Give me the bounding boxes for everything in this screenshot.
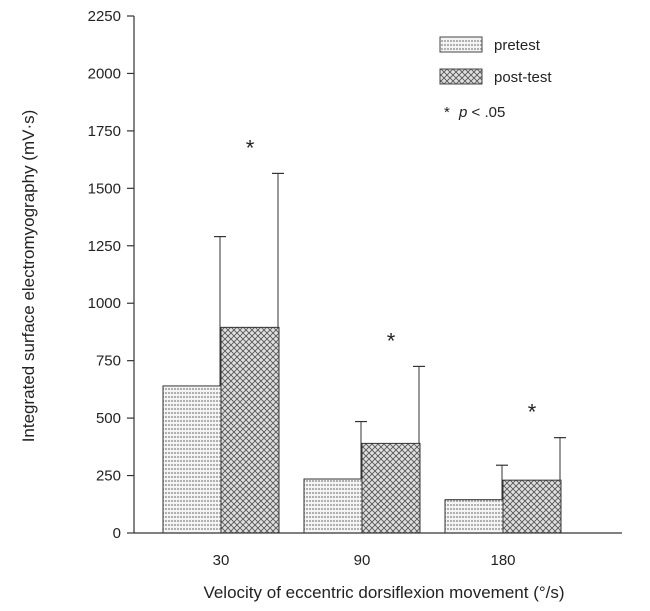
x-tick-label: 90 (354, 552, 371, 569)
bar-pretest-30 (162, 385, 222, 534)
legend-label-post-test: post-test (494, 69, 552, 86)
y-tick-label: 250 (96, 468, 121, 485)
x-axis-tick-labels: 30 90 180 (213, 552, 516, 569)
bar-pretest-90 (303, 478, 363, 534)
significance-star-90: * (387, 328, 396, 353)
y-axis-title: Integrated surface electromyography (mV·… (19, 110, 38, 443)
y-tick-label: 750 (96, 353, 121, 370)
bars-group (162, 326, 562, 534)
legend-label-pretest: pretest (494, 37, 541, 54)
y-tick-label: 0 (113, 525, 121, 542)
significance-star-30: * (246, 135, 255, 160)
bar-post-test-180 (502, 479, 562, 534)
y-tick-label: 500 (96, 410, 121, 427)
bar-post-test-30 (220, 326, 280, 534)
bar-pretest-180 (444, 499, 504, 534)
x-tick-label: 30 (213, 552, 230, 569)
y-tick-label: 1000 (88, 295, 121, 312)
significance-note: * p < .05 (444, 104, 505, 121)
y-tick-label: 2250 (88, 8, 121, 25)
significance-markers: * * * (246, 135, 537, 424)
y-tick-label: 1250 (88, 238, 121, 255)
x-tick-label: 180 (490, 552, 515, 569)
legend-swatch-pretest (439, 36, 483, 53)
legend-swatch-post-test (439, 68, 483, 85)
significance-star-180: * (528, 400, 537, 425)
bar-post-test-90 (361, 442, 421, 534)
y-tick-label: 1500 (88, 180, 121, 197)
error-bars-group (214, 172, 566, 500)
legend: pretest post-test * p < .05 (439, 36, 552, 121)
y-tick-label: 2000 (88, 65, 121, 82)
y-tick-label: 1750 (88, 123, 121, 140)
x-axis-title: Velocity of eccentric dorsiflexion movem… (203, 583, 564, 602)
y-axis-ticks: 0 250 500 750 1000 1250 1500 1750 2000 2250 (88, 8, 134, 542)
